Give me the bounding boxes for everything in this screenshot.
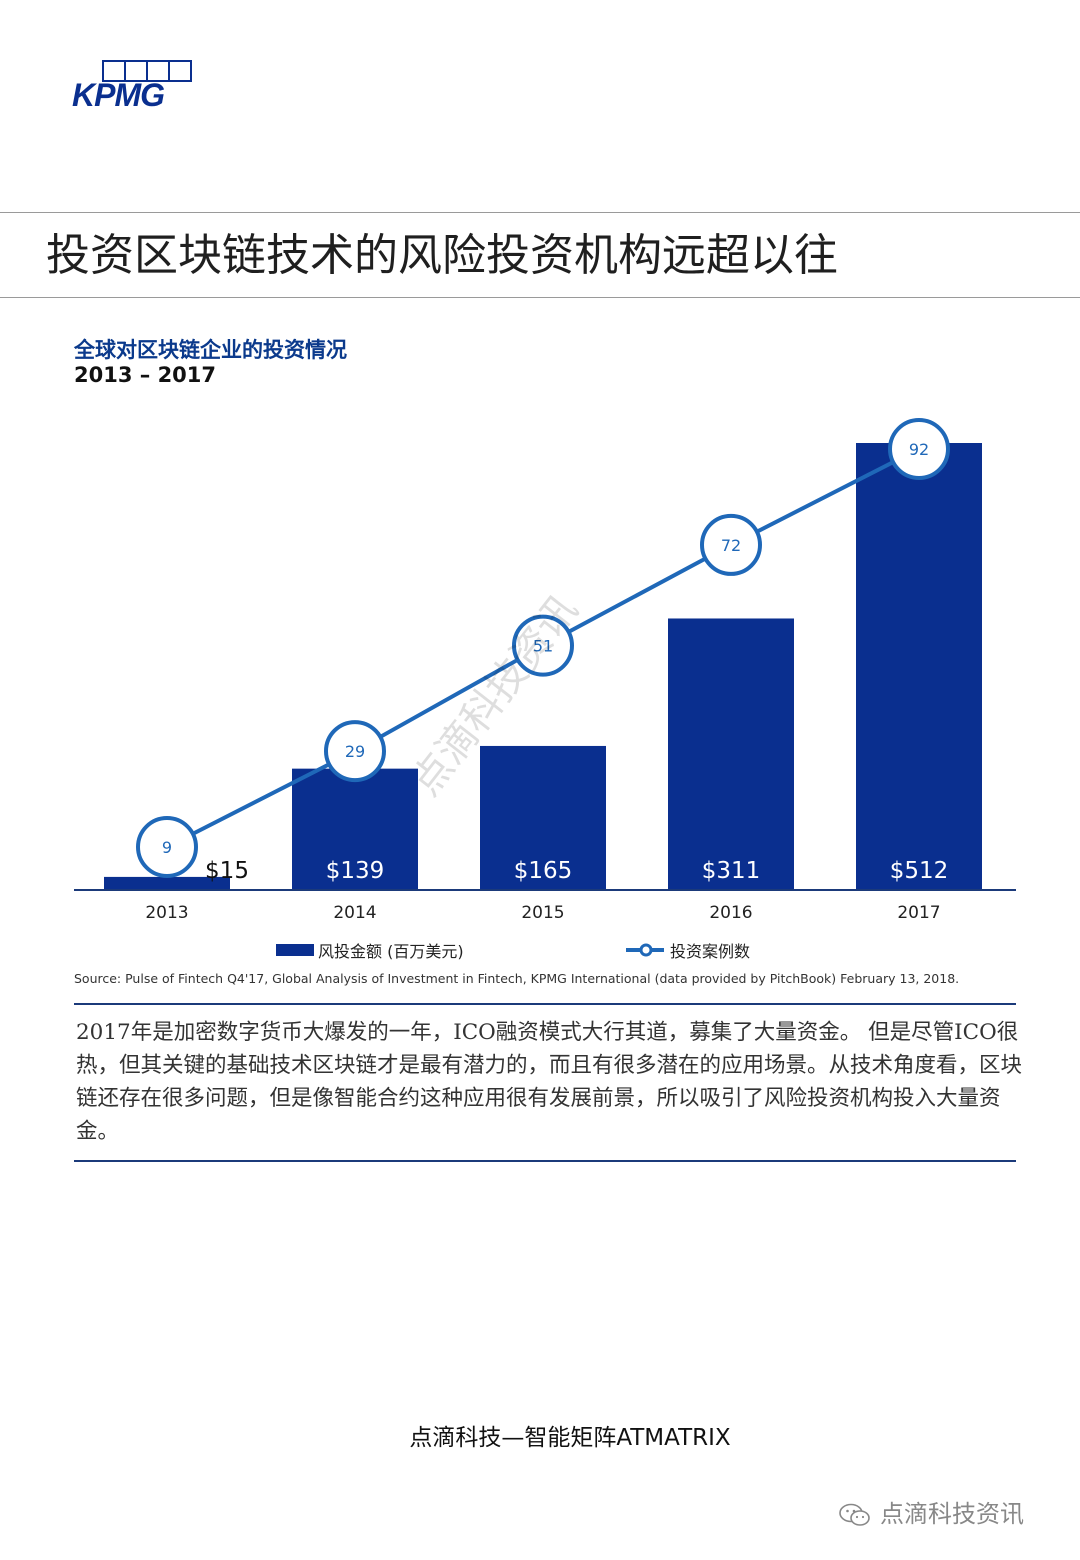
wechat-watermark-text: 点滴科技资讯 [880, 1500, 1024, 1528]
x-tick-2014: 2014 [333, 903, 376, 923]
bars [104, 443, 982, 890]
count-marker-2015 [512, 614, 574, 677]
bar-2014 [292, 768, 418, 890]
bar-label-2013: $15 [205, 858, 249, 884]
bar-label-2016: $311 [702, 858, 761, 884]
kpmg-logo-boxes [80, 60, 192, 90]
bar-2017 [856, 443, 982, 890]
x-axis-ticks: 2013 2014 2015 2016 2017 [145, 903, 940, 923]
count-marker-2013 [136, 816, 198, 878]
count-line-layer: 9 29 51 72 92 [136, 418, 950, 878]
x-tick-2017: 2017 [897, 903, 940, 923]
body-bottom-rule [74, 1160, 1016, 1162]
count-label-2017: 92 [909, 440, 929, 459]
kpmg-logo: KPMG [72, 60, 192, 112]
bar-2013 [104, 876, 230, 890]
x-tick-2015: 2015 [521, 903, 564, 923]
count-marker-2017 [888, 418, 950, 480]
count-marker-2014 [324, 720, 386, 783]
page-title: 投资区块链技术的风险投资机构远超以往 [46, 230, 838, 281]
count-label-2014: 29 [345, 742, 365, 761]
wechat-watermark: 点滴科技资讯 [838, 1494, 1024, 1529]
wechat-icon [839, 1503, 870, 1526]
bar-2016 [668, 618, 794, 890]
bar-value-labels: $15 $139 $165 $311 $512 [205, 858, 948, 884]
chart-title: 全球对区块链企业的投资情况 [74, 338, 347, 362]
count-label-2013: 9 [162, 838, 172, 857]
legend-line-label: 投资案例数 [670, 942, 750, 961]
bar-2015 [480, 745, 606, 890]
count-label-2015: 51 [533, 637, 553, 656]
x-tick-2016: 2016 [709, 903, 752, 923]
bar-label-2015: $165 [514, 858, 573, 884]
bar-label-2017: $512 [890, 858, 949, 884]
body-paragraph: 2017年是加密数字货币大爆发的一年，ICO融资模式大行其道，募集了大量资金。 … [76, 1020, 1023, 1144]
source-note: Source: Pulse of Fintech Q4'17, Global A… [74, 971, 960, 986]
top-divider [0, 212, 1080, 213]
kpmg-logo-text: KPMG [72, 77, 165, 113]
legend-bar-swatch [276, 944, 314, 956]
bar-label-2014: $139 [326, 858, 385, 884]
x-tick-2013: 2013 [145, 903, 188, 923]
body-top-rule [74, 1003, 1016, 1005]
legend-bar-label: 风投金额 (百万美元) [318, 942, 464, 961]
legend-line-marker [639, 943, 653, 957]
legend: 风投金额 (百万美元) 投资案例数 [276, 942, 750, 961]
footer-text: 点滴科技—智能矩阵ATMATRIX [409, 1425, 731, 1451]
count-label-2016: 72 [721, 536, 741, 555]
count-marker-2016 [700, 513, 762, 576]
chart-subtitle: 2013 – 2017 [74, 363, 217, 387]
title-divider [0, 297, 1080, 298]
